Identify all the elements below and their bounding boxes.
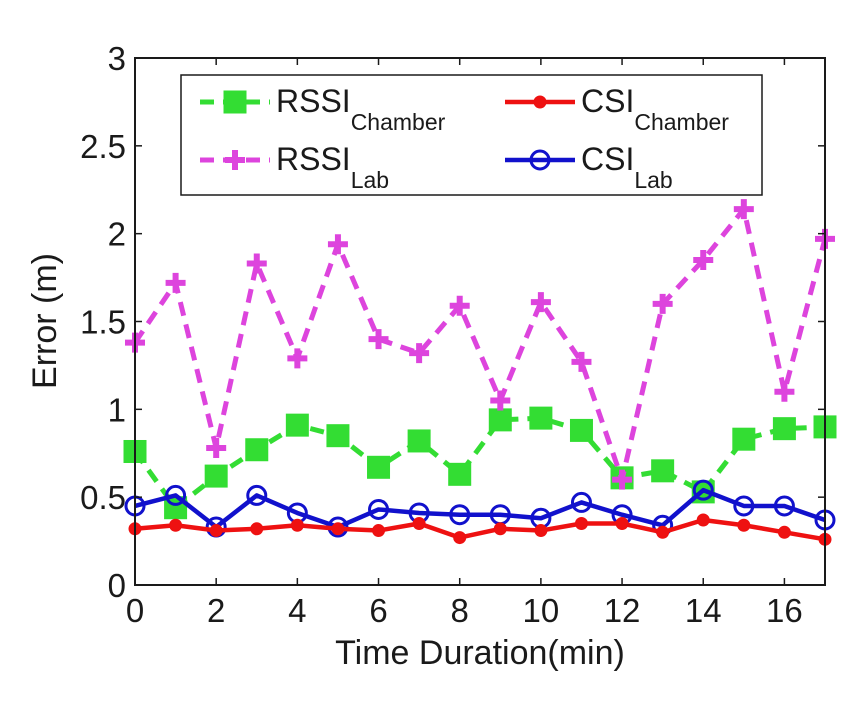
- data-point-csi-lab: [570, 491, 592, 513]
- data-point-rssi-lab: [327, 234, 348, 255]
- data-point-rssi-chamber: [529, 406, 553, 430]
- y-tick-label: 0.5: [80, 479, 126, 516]
- x-axis-title: Time Duration(min): [335, 634, 625, 672]
- data-point-rssi-chamber: [326, 424, 350, 448]
- data-point-csi-lab: [165, 484, 187, 506]
- x-tick-label: 12: [604, 592, 641, 629]
- data-point-csi-chamber: [169, 518, 183, 532]
- data-point-csi-chamber: [372, 524, 386, 538]
- data-point-csi-chamber: [737, 518, 751, 532]
- legend-label-name: RSSI: [276, 83, 351, 119]
- legend-swatch-marker: [223, 90, 247, 114]
- y-tick-label: 0: [108, 567, 126, 604]
- data-point-csi-chamber: [290, 518, 304, 532]
- data-point-rssi-lab: [449, 295, 470, 316]
- data-point-rssi-chamber: [204, 464, 228, 488]
- data-point-rssi-lab: [246, 253, 267, 274]
- data-point-csi-lab: [449, 504, 471, 526]
- data-point-rssi-chamber: [245, 438, 269, 462]
- legend-label-name: CSI: [581, 141, 634, 177]
- legend-label-name: RSSI: [276, 141, 351, 177]
- data-point-rssi-chamber: [285, 413, 309, 437]
- data-point-rssi-lab: [368, 329, 389, 350]
- data-point-csi-chamber: [493, 522, 507, 536]
- data-point-rssi-chamber: [569, 418, 593, 442]
- series-rssi-chamber: [123, 406, 837, 520]
- legend-entry-rssi-chamber: RSSIChamber: [200, 83, 446, 135]
- data-point-rssi-chamber: [367, 455, 391, 479]
- data-point-csi-chamber: [656, 525, 670, 539]
- y-tick-label: 3: [108, 40, 126, 77]
- data-point-csi-chamber: [331, 522, 345, 536]
- legend-label-name: CSI: [581, 83, 634, 119]
- data-point-rssi-lab: [287, 348, 308, 369]
- x-tick-label: 0: [126, 592, 144, 629]
- data-point-rssi-lab: [774, 381, 795, 402]
- x-tick-label: 2: [207, 592, 225, 629]
- data-point-csi-chamber: [534, 524, 548, 538]
- x-tick-label: 8: [451, 592, 469, 629]
- data-point-rssi-lab: [490, 390, 511, 411]
- legend-label-subscript: Lab: [351, 167, 389, 193]
- series-line-rssi-lab: [132, 206, 828, 483]
- legend-label-subscript: Chamber: [634, 109, 729, 135]
- legend-entry-csi-lab: CSILab: [505, 141, 673, 193]
- legend-label: CSILab: [581, 141, 673, 193]
- data-point-rssi-chamber: [772, 417, 796, 441]
- data-point-rssi-chamber: [488, 408, 512, 432]
- y-tick-label: 1.5: [80, 304, 126, 341]
- y-tick-label: 1: [108, 391, 126, 428]
- legend-entry-csi-chamber: CSIChamber: [505, 83, 729, 135]
- data-point-rssi-lab: [612, 469, 633, 490]
- data-point-csi-chamber: [615, 517, 629, 531]
- data-point-rssi-chamber: [732, 427, 756, 451]
- data-point-csi-lab: [692, 479, 714, 501]
- legend-box: [180, 74, 763, 196]
- data-point-rssi-lab: [206, 437, 227, 458]
- x-tick-label: 4: [288, 592, 306, 629]
- y-tick-label: 2: [108, 216, 126, 253]
- legend-swatch-marker: [533, 95, 547, 109]
- data-point-rssi-lab: [693, 250, 714, 271]
- legend-label-subscript: Lab: [634, 167, 672, 193]
- legend-swatch-marker: [225, 150, 245, 170]
- series-line-csi-chamber: [134, 517, 826, 542]
- x-tick-label: 10: [523, 592, 560, 629]
- data-point-rssi-lab: [165, 272, 186, 293]
- data-point-rssi-lab: [733, 199, 754, 220]
- data-point-csi-chamber: [696, 513, 710, 527]
- legend-label: CSIChamber: [581, 83, 729, 135]
- data-point-rssi-lab: [571, 351, 592, 372]
- legend-label: RSSIChamber: [276, 83, 446, 135]
- data-point-csi-chamber: [777, 525, 791, 539]
- x-tick-label: 16: [766, 592, 803, 629]
- legend-label-subscript: Chamber: [351, 109, 446, 135]
- data-point-csi-lab: [733, 495, 755, 517]
- axes-layer: 0 2 4 6 8 10 12 14 16 0 0.5 1 1.5 2 2.5 3: [80, 40, 826, 629]
- legend-swatch-marker: [529, 149, 551, 171]
- legend-entry-rssi-lab: RSSILab: [200, 141, 389, 193]
- data-point-rssi-chamber: [448, 462, 472, 486]
- data-point-csi-lab: [246, 484, 268, 506]
- data-point-csi-chamber: [574, 517, 588, 531]
- data-point-rssi-chamber: [651, 459, 675, 483]
- data-point-csi-chamber: [250, 522, 264, 536]
- data-point-rssi-lab: [409, 343, 430, 364]
- data-point-rssi-lab: [652, 293, 673, 314]
- legend-label: RSSILab: [276, 141, 389, 193]
- y-tick-label: 2.5: [80, 128, 126, 165]
- data-point-csi-lab: [368, 498, 390, 520]
- data-point-csi-chamber: [412, 517, 426, 531]
- x-tick-label: 6: [369, 592, 387, 629]
- data-point-csi-chamber: [453, 531, 467, 545]
- data-point-rssi-chamber: [407, 429, 431, 453]
- x-tick-label: 14: [685, 592, 722, 629]
- y-axis-title: Error (m): [26, 253, 64, 389]
- data-point-csi-lab: [773, 495, 795, 517]
- data-point-rssi-lab: [530, 292, 551, 313]
- data-point-csi-chamber: [209, 524, 223, 538]
